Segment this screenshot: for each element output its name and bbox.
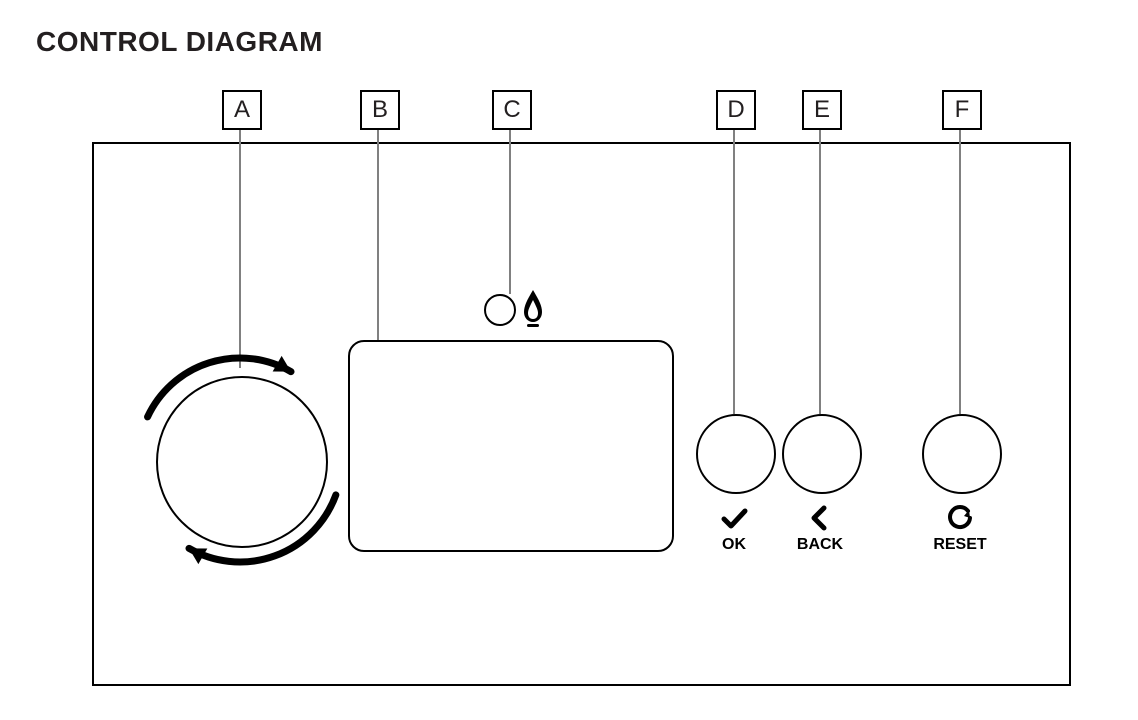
back-button-label: BACK <box>770 536 870 554</box>
leader-line-D <box>733 130 735 414</box>
callout-box-C: C <box>492 90 532 130</box>
chevron-left-icon <box>806 504 834 537</box>
back-button[interactable] <box>782 414 862 494</box>
leader-line-E <box>819 130 821 414</box>
ok-button-label: OK <box>684 536 784 554</box>
reset-button-label: RESET <box>910 536 1010 554</box>
callout-box-B: B <box>360 90 400 130</box>
dial-rotation-arrows-icon <box>88 308 392 612</box>
callout-box-A: A <box>222 90 262 130</box>
page-title: CONTROL DIAGRAM <box>36 26 323 58</box>
callout-box-F: F <box>942 90 982 130</box>
refresh-icon <box>946 504 974 537</box>
reset-button[interactable] <box>922 414 1002 494</box>
callout-box-D: D <box>716 90 756 130</box>
indicator-led-circle <box>484 294 516 326</box>
lcd-display <box>348 340 674 552</box>
leader-line-F <box>959 130 961 414</box>
check-icon <box>720 504 748 537</box>
ok-button[interactable] <box>696 414 776 494</box>
callout-box-E: E <box>802 90 842 130</box>
leader-line-C <box>509 130 511 294</box>
